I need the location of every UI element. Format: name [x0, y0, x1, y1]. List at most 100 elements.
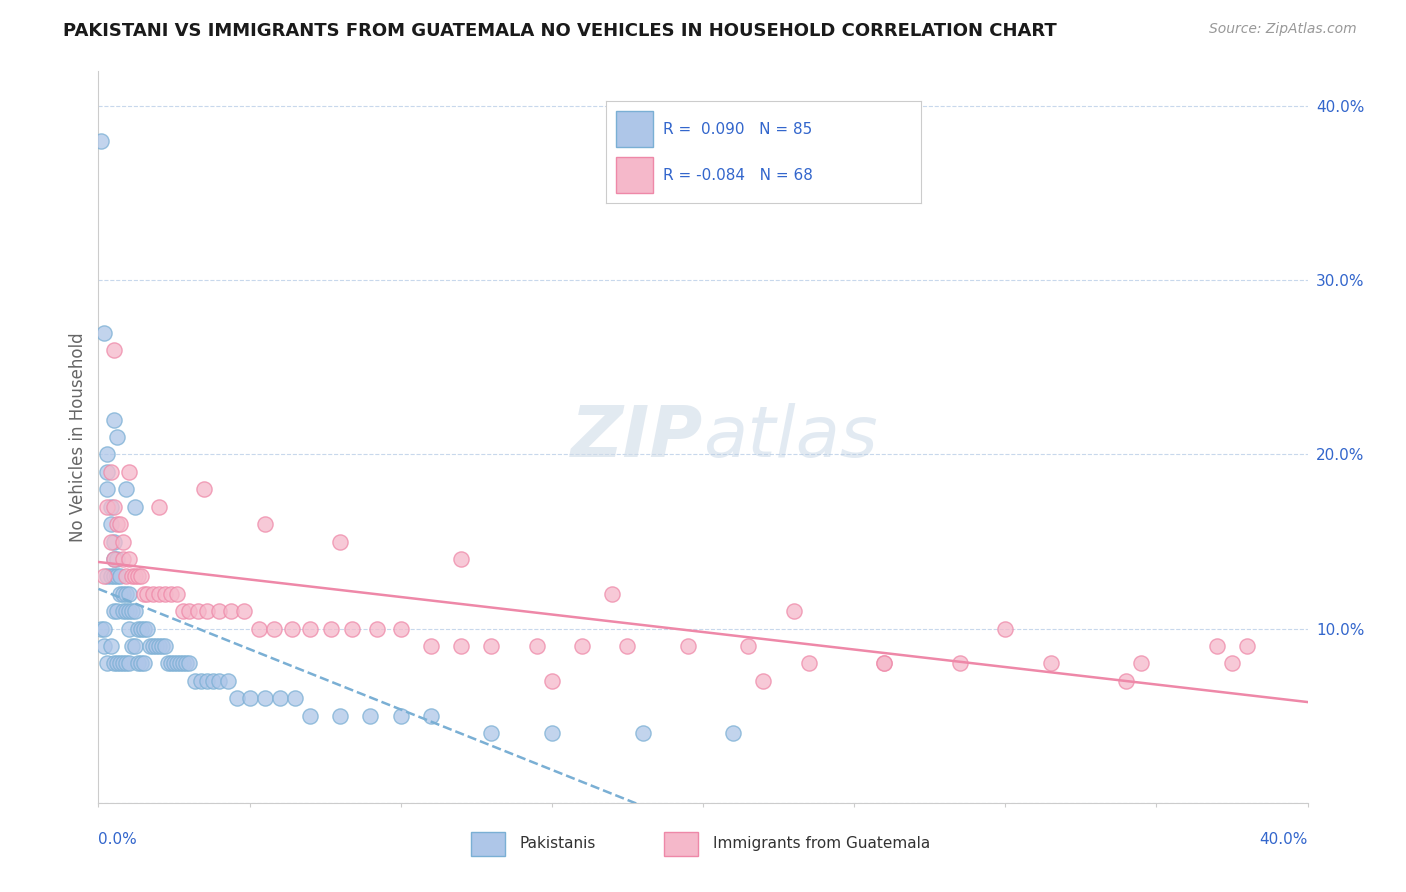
Point — [114, 657, 136, 671]
Point — [114, 604, 136, 618]
Point — [129, 657, 152, 671]
Point — [148, 639, 170, 653]
Point — [148, 500, 170, 514]
Point — [148, 587, 170, 601]
Point — [118, 622, 141, 636]
Point — [389, 708, 412, 723]
Point — [100, 517, 122, 532]
Point — [172, 657, 194, 671]
Point — [96, 657, 118, 671]
Point — [127, 657, 149, 671]
Point — [114, 483, 136, 497]
Point — [103, 534, 125, 549]
Point — [329, 708, 352, 723]
Text: 40.0%: 40.0% — [1260, 832, 1308, 847]
Point — [174, 657, 197, 671]
Point — [105, 552, 128, 566]
Point — [166, 657, 188, 671]
Point — [179, 657, 201, 671]
Point — [420, 639, 443, 653]
Point — [208, 673, 231, 688]
Point — [100, 465, 122, 479]
Point — [118, 604, 141, 618]
Point — [873, 657, 896, 671]
Point — [96, 465, 118, 479]
Point — [142, 639, 165, 653]
Point — [100, 500, 122, 514]
Point — [420, 708, 443, 723]
Point — [389, 622, 412, 636]
Point — [121, 569, 143, 583]
Point — [105, 430, 128, 444]
Point — [239, 691, 262, 706]
Point — [195, 604, 218, 618]
Point — [124, 500, 146, 514]
Point — [193, 483, 215, 497]
Point — [166, 587, 188, 601]
Point — [114, 569, 136, 583]
Point — [281, 622, 304, 636]
Point — [108, 569, 131, 583]
Point — [129, 569, 152, 583]
Point — [127, 569, 149, 583]
Point — [121, 639, 143, 653]
Point — [108, 587, 131, 601]
Point — [103, 500, 125, 514]
Point — [187, 604, 209, 618]
Point — [873, 657, 896, 671]
Point — [103, 604, 125, 618]
Point — [108, 517, 131, 532]
Point — [676, 639, 699, 653]
Point — [321, 622, 343, 636]
Point — [132, 587, 155, 601]
Point — [1039, 657, 1062, 671]
Point — [169, 657, 191, 671]
Point — [103, 552, 125, 566]
Point — [100, 639, 122, 653]
Point — [160, 587, 183, 601]
Point — [139, 639, 162, 653]
Point — [124, 569, 146, 583]
Point — [783, 604, 806, 618]
Point — [179, 604, 201, 618]
Point — [253, 517, 276, 532]
Point — [160, 657, 183, 671]
Point — [540, 673, 562, 688]
Point — [360, 708, 382, 723]
Point — [124, 604, 146, 618]
Point — [118, 465, 141, 479]
Point — [1130, 657, 1153, 671]
Point — [184, 673, 207, 688]
Point — [153, 587, 176, 601]
Text: ZIP: ZIP — [571, 402, 703, 472]
Point — [132, 622, 155, 636]
Point — [103, 552, 125, 566]
Point — [949, 657, 972, 671]
Point — [269, 691, 291, 706]
Point — [145, 639, 167, 653]
Point — [118, 552, 141, 566]
Point — [105, 569, 128, 583]
Point — [299, 622, 322, 636]
Point — [571, 639, 593, 653]
Point — [217, 673, 239, 688]
Point — [103, 569, 125, 583]
Point — [142, 587, 165, 601]
Point — [247, 622, 270, 636]
Point — [221, 604, 243, 618]
Point — [195, 673, 218, 688]
Point — [129, 622, 152, 636]
Point — [114, 587, 136, 601]
Point — [93, 326, 115, 340]
Point — [172, 604, 194, 618]
Point — [481, 639, 503, 653]
Point — [111, 657, 134, 671]
Point — [1115, 673, 1137, 688]
Point — [163, 657, 186, 671]
Point — [132, 657, 155, 671]
Point — [299, 708, 322, 723]
Point — [96, 500, 118, 514]
Point — [263, 622, 285, 636]
Point — [124, 639, 146, 653]
Point — [190, 673, 212, 688]
